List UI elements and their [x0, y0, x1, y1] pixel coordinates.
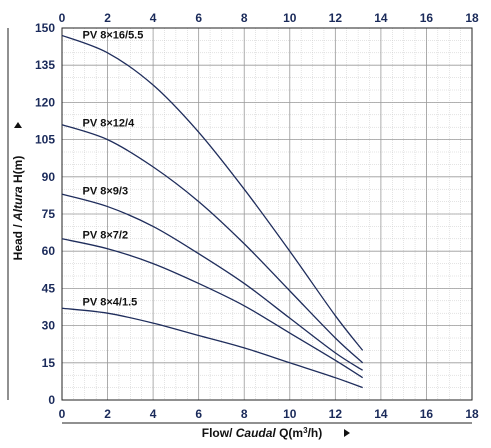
- x-axis-title: Flow/ Caudal Q(m3/h): [202, 426, 322, 440]
- y-tick-label: 75: [42, 207, 56, 221]
- x-tick-label-top: 8: [241, 11, 248, 25]
- x-tick-label: 6: [195, 407, 202, 421]
- y-tick-label: 0: [48, 393, 55, 407]
- x-tick-label-top: 6: [195, 11, 202, 25]
- x-tick-label: 14: [374, 407, 388, 421]
- series-line: [61, 307, 363, 389]
- x-tick-label: 16: [420, 407, 434, 421]
- x-tick-label-top: 0: [59, 11, 66, 25]
- series-line: [61, 238, 364, 379]
- x-tick-label-top: 10: [283, 11, 297, 25]
- y-tick-label: 45: [42, 281, 56, 295]
- y-axis-title: Head / Altura H(m): [11, 156, 25, 261]
- series-label: PV 8×7/2: [83, 229, 129, 241]
- plot-frame: [61, 27, 473, 401]
- series-label: PV 8×12/4: [83, 117, 136, 129]
- y-tick-label: 105: [35, 133, 55, 147]
- y-tick-label: 90: [42, 170, 56, 184]
- x-tick-label-top: 4: [150, 11, 157, 25]
- x-tick-labels-bottom: 0 2 4 6 8 10 12 14 16 18: [59, 407, 479, 421]
- series-label: PV 8×9/3: [83, 186, 129, 198]
- x-tick-label: 8: [241, 407, 248, 421]
- y-tick-label: 120: [35, 95, 55, 109]
- y-tick-label: 150: [35, 21, 55, 35]
- x-tick-label: 18: [465, 407, 479, 421]
- series-line: [61, 193, 364, 371]
- x-tick-label: 0: [59, 407, 66, 421]
- x-tick-label-top: 12: [329, 11, 343, 25]
- series-line: [61, 124, 364, 364]
- series-label: PV 8×4/1.5: [83, 296, 138, 308]
- series-curves: [61, 34, 364, 389]
- x-tick-labels-top: 0 2 4 6 8 10 12 14 16 18: [59, 11, 479, 25]
- series-label: PV 8×16/5.5: [83, 29, 144, 41]
- x-axis-arrow-icon: [344, 429, 350, 437]
- series-labels: PV 8×16/5.5 PV 8×12/4 PV 8×9/3 PV 8×7/2 PV 8…: [83, 29, 144, 308]
- y-tick-label: 15: [42, 356, 56, 370]
- x-tick-label-top: 18: [465, 11, 479, 25]
- x-tick-label-top: 16: [420, 11, 434, 25]
- x-tick-label: 12: [329, 407, 343, 421]
- y-tick-label: 30: [42, 319, 56, 333]
- y-tick-label: 135: [35, 58, 55, 72]
- x-tick-label: 10: [283, 407, 297, 421]
- y-tick-labels: 0 15 30 45 60 75 90 105 120 135 150: [35, 21, 55, 407]
- x-tick-label-top: 2: [104, 11, 111, 25]
- y-tick-label: 60: [42, 244, 56, 258]
- series-line: [61, 34, 364, 351]
- x-tick-label: 2: [104, 407, 111, 421]
- y-axis-arrow-icon: [14, 122, 22, 128]
- x-tick-label: 4: [150, 407, 157, 421]
- x-tick-label-top: 14: [374, 11, 388, 25]
